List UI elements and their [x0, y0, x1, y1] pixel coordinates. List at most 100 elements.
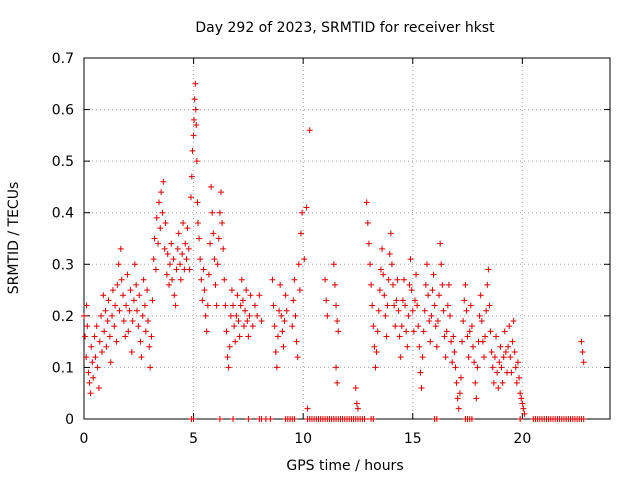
- data-point: [387, 230, 394, 237]
- data-point: [127, 287, 134, 294]
- data-point: [124, 271, 131, 278]
- data-point: [464, 333, 471, 340]
- data-point: [102, 307, 109, 314]
- data-point: [456, 390, 463, 397]
- data-point: [191, 96, 198, 103]
- data-point: [476, 312, 483, 319]
- data-point: [392, 323, 399, 330]
- data-point: [416, 343, 423, 350]
- data-point: [354, 405, 361, 412]
- data-point: [443, 328, 450, 335]
- data-point: [191, 116, 198, 123]
- data-point: [295, 261, 302, 268]
- data-point: [105, 297, 112, 304]
- data-point: [148, 333, 155, 340]
- data-point: [402, 302, 409, 309]
- data-point: [237, 302, 244, 309]
- data-point: [282, 292, 289, 299]
- data-point: [197, 256, 204, 263]
- data-point: [249, 323, 256, 330]
- x-tick-label: 20: [513, 431, 531, 447]
- data-point: [473, 395, 480, 402]
- data-point: [149, 297, 156, 304]
- data-point: [385, 276, 392, 283]
- data-point: [468, 416, 475, 422]
- data-point: [225, 364, 232, 371]
- data-point: [216, 209, 223, 216]
- data-point: [488, 348, 495, 355]
- data-point: [404, 343, 411, 350]
- data-point: [508, 369, 515, 376]
- data-point: [175, 230, 182, 237]
- data-point: [194, 220, 201, 227]
- data-point: [444, 302, 451, 309]
- data-point: [369, 302, 376, 309]
- data-point: [419, 354, 426, 361]
- data-point: [439, 281, 446, 288]
- data-point: [364, 220, 371, 227]
- data-point: [513, 379, 520, 386]
- data-point: [495, 385, 502, 392]
- data-point: [254, 312, 261, 319]
- data-point: [169, 276, 176, 283]
- data-point: [580, 359, 587, 366]
- data-point: [394, 276, 401, 283]
- data-point: [507, 354, 514, 361]
- data-point: [330, 261, 337, 268]
- data-point: [135, 323, 142, 330]
- data-point: [94, 364, 101, 371]
- data-point: [290, 297, 297, 304]
- data-point: [442, 354, 449, 361]
- data-point: [279, 328, 286, 335]
- data-point: [111, 323, 118, 330]
- data-point: [409, 307, 416, 314]
- data-point: [324, 312, 331, 319]
- data-point: [494, 369, 501, 376]
- data-point: [373, 348, 380, 355]
- data-point: [382, 312, 389, 319]
- data-point: [391, 302, 398, 309]
- data-point: [465, 354, 472, 361]
- data-point: [174, 245, 181, 252]
- data-point: [477, 292, 484, 299]
- data-point: [202, 312, 209, 319]
- data-point: [457, 374, 464, 381]
- data-point: [306, 127, 313, 134]
- data-point: [147, 364, 154, 371]
- data-point: [437, 240, 444, 247]
- data-point: [483, 307, 490, 314]
- data-point: [400, 276, 407, 283]
- data-point: [367, 261, 374, 268]
- data-point: [445, 281, 452, 288]
- data-point: [194, 199, 201, 206]
- data-point: [406, 281, 413, 288]
- data-point: [258, 318, 265, 325]
- data-point: [107, 359, 114, 366]
- data-point: [220, 245, 227, 252]
- axis-ticks: 0 0.1 0.2 0.3 0.4 0.5 0.6 0.7 0 5 10 15 20: [52, 51, 610, 447]
- data-point: [166, 281, 173, 288]
- y-tick-label: 0.4: [52, 206, 74, 222]
- data-point: [177, 276, 184, 283]
- data-point: [171, 292, 178, 299]
- data-point: [486, 302, 493, 309]
- data-point: [386, 250, 393, 257]
- data-point: [90, 374, 97, 381]
- data-point: [204, 302, 211, 309]
- data-point: [246, 312, 253, 319]
- data-point: [395, 307, 402, 314]
- data-point: [506, 323, 513, 330]
- data-point: [480, 354, 487, 361]
- data-point: [331, 281, 338, 288]
- data-point: [376, 287, 383, 294]
- data-point: [274, 333, 281, 340]
- data-point: [117, 245, 124, 252]
- data-point: [144, 287, 151, 294]
- data-point: [453, 379, 460, 386]
- data-point: [98, 348, 105, 355]
- data-point: [272, 348, 279, 355]
- data-point: [113, 338, 120, 345]
- data-point: [514, 359, 521, 366]
- data-point: [125, 328, 132, 335]
- data-point: [467, 302, 474, 309]
